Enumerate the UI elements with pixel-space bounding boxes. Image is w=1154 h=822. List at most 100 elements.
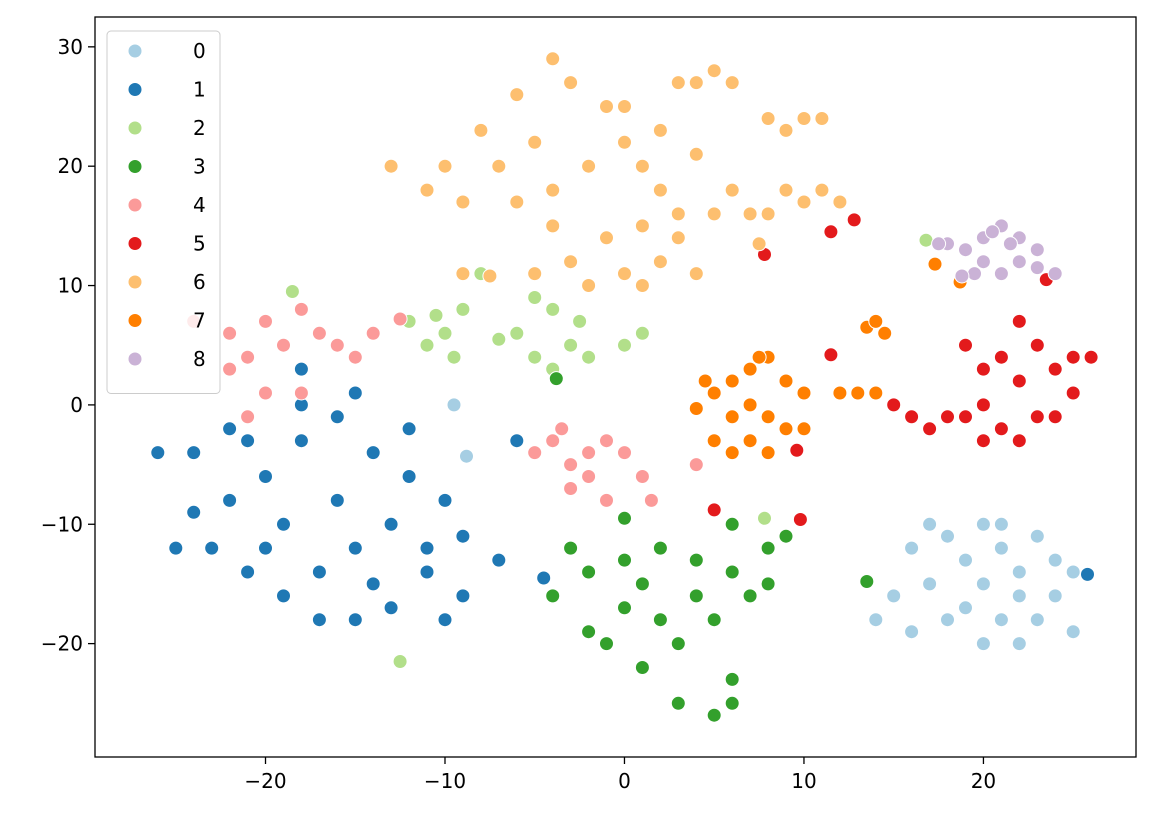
point-series-0-21 — [1011, 588, 1027, 604]
point-series-6-8 — [599, 99, 614, 114]
point-series-2-1 — [419, 337, 435, 353]
point-series-2-21 — [757, 510, 772, 526]
point-series-6-39 — [814, 182, 830, 198]
point-series-3-9 — [670, 636, 686, 652]
point-series-1-17 — [222, 492, 238, 508]
point-series-1-30 — [150, 445, 166, 461]
series-8 — [931, 218, 1063, 284]
point-series-1-18 — [276, 516, 291, 532]
point-series-6-45 — [545, 218, 561, 234]
point-series-4-27 — [554, 421, 570, 437]
legend-marker-6 — [127, 274, 143, 290]
point-series-6-43 — [473, 122, 489, 138]
point-series-5-3 — [1011, 373, 1027, 389]
point-series-3-24 — [724, 695, 740, 711]
point-series-4-26 — [392, 311, 408, 327]
legend-marker-4 — [127, 197, 143, 213]
point-series-2-8 — [527, 349, 543, 365]
point-series-1-19 — [329, 492, 345, 508]
point-series-1-29 — [240, 433, 256, 449]
point-series-6-42 — [751, 236, 767, 252]
point-series-5-15 — [1083, 349, 1099, 365]
point-series-3-27 — [859, 574, 875, 589]
point-series-6-19 — [652, 254, 668, 270]
legend-marker-8 — [127, 351, 143, 367]
point-series-0-1 — [922, 576, 938, 592]
point-series-8-0 — [958, 242, 973, 258]
point-series-4-18 — [599, 433, 614, 449]
point-series-0-0 — [904, 540, 920, 556]
point-series-4-5 — [293, 301, 309, 317]
point-series-1-32 — [491, 552, 507, 568]
point-series-4-23 — [634, 469, 650, 484]
series-1 — [150, 361, 1095, 628]
point-series-6-24 — [688, 146, 704, 162]
point-series-4-16 — [563, 457, 579, 473]
point-series-4-8 — [347, 349, 363, 365]
point-series-6-2 — [455, 194, 471, 210]
point-series-1-20 — [383, 516, 399, 532]
legend-label-4: 4 — [193, 193, 206, 217]
point-series-6-16 — [527, 266, 543, 282]
point-series-4-22 — [599, 492, 614, 508]
point-series-1-5 — [365, 445, 381, 461]
point-series-2-17 — [491, 331, 507, 347]
point-series-3-10 — [634, 660, 650, 675]
x-tick-label: −20 — [244, 769, 286, 793]
point-series-1-3 — [293, 433, 309, 449]
point-series-6-50 — [482, 268, 498, 284]
x-tick-label: 10 — [791, 769, 816, 793]
series-6 — [383, 51, 848, 293]
point-series-6-48 — [760, 206, 776, 222]
point-series-1-35 — [455, 588, 471, 604]
point-series-4-17 — [581, 445, 597, 461]
point-series-1-9 — [419, 564, 435, 580]
point-series-0-20 — [975, 576, 991, 592]
point-series-5-27 — [823, 347, 839, 363]
point-series-8-7 — [1011, 254, 1027, 270]
point-series-3-11 — [670, 695, 686, 711]
point-series-6-30 — [688, 75, 704, 91]
point-series-6-9 — [617, 134, 632, 150]
point-series-5-4 — [1029, 337, 1045, 353]
point-series-7-2 — [724, 373, 740, 389]
point-series-0-12 — [1011, 636, 1027, 652]
point-series-6-20 — [688, 266, 704, 282]
point-series-4-3 — [258, 313, 273, 329]
point-series-0-6 — [1011, 564, 1027, 580]
point-series-0-10 — [993, 612, 1009, 628]
y-tick-label: −10 — [41, 512, 83, 536]
point-series-5-9 — [993, 421, 1009, 437]
point-series-1-14 — [240, 564, 256, 580]
point-series-7-21 — [868, 313, 884, 329]
point-series-3-25 — [617, 510, 632, 526]
point-series-5-16 — [1011, 313, 1027, 329]
point-series-6-29 — [670, 75, 686, 91]
point-series-1-31 — [168, 540, 184, 556]
point-series-7-9 — [724, 445, 740, 461]
point-series-8-4 — [1029, 242, 1045, 258]
point-series-8-13 — [1002, 236, 1018, 252]
point-series-3-5 — [760, 540, 776, 556]
point-series-1-24 — [365, 576, 381, 592]
point-series-3-26 — [548, 371, 564, 387]
point-series-6-38 — [796, 194, 812, 210]
point-series-5-0 — [958, 337, 973, 353]
point-series-1-38 — [1080, 566, 1095, 582]
point-series-6-32 — [724, 75, 740, 91]
point-series-1-7 — [437, 492, 453, 508]
point-series-3-1 — [617, 552, 632, 568]
point-series-6-40 — [832, 194, 848, 210]
point-series-2-20 — [918, 232, 934, 248]
point-series-6-12 — [670, 206, 686, 222]
y-tick-label: 20 — [58, 154, 83, 178]
legend-marker-5 — [127, 236, 143, 251]
point-series-3-6 — [778, 528, 794, 544]
point-series-4-20 — [563, 481, 579, 496]
point-series-7-23 — [927, 256, 943, 272]
point-series-1-15 — [204, 540, 220, 556]
point-series-6-13 — [634, 218, 650, 234]
point-series-0-26 — [459, 448, 474, 464]
point-series-0-13 — [975, 636, 991, 652]
point-series-8-12 — [984, 224, 1000, 240]
